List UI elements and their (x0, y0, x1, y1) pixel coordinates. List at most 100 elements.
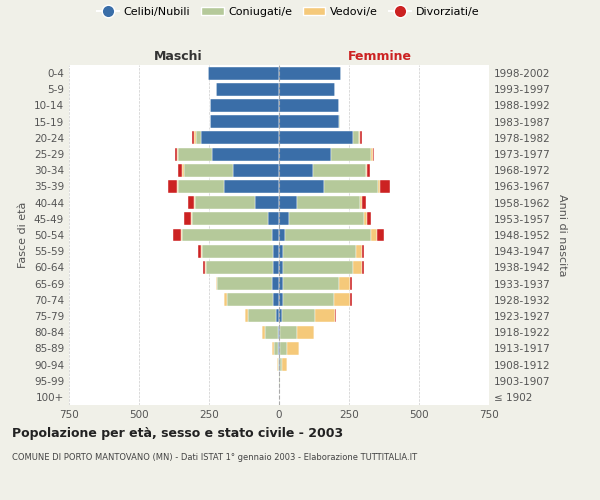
Text: Popolazione per età, sesso e stato civile - 2003: Popolazione per età, sesso e stato civil… (12, 428, 343, 440)
Y-axis label: Anni di nascita: Anni di nascita (557, 194, 567, 276)
Legend: Celibi/Nubili, Coniugati/e, Vedovi/e, Divorziati/e: Celibi/Nubili, Coniugati/e, Vedovi/e, Di… (92, 2, 484, 22)
Bar (272, 342, 274, 355)
Bar (283, 294, 334, 306)
Bar (206, 261, 274, 274)
Bar (279, 66, 341, 80)
Bar (282, 310, 316, 322)
Bar (203, 261, 205, 274)
Bar (274, 294, 279, 306)
Bar (178, 180, 224, 193)
Bar (279, 244, 283, 258)
Bar (350, 294, 352, 306)
Bar (297, 326, 314, 338)
Bar (255, 196, 279, 209)
Bar (353, 261, 362, 274)
Bar (280, 326, 297, 338)
Bar (279, 310, 282, 322)
Bar (362, 261, 364, 274)
Bar (278, 326, 279, 338)
Bar (279, 342, 280, 355)
Bar (224, 180, 279, 193)
Bar (279, 132, 353, 144)
Bar (366, 164, 367, 176)
Bar (360, 132, 362, 144)
Bar (211, 115, 279, 128)
Bar (248, 310, 276, 322)
Bar (208, 66, 279, 80)
Bar (268, 212, 279, 226)
Bar (276, 310, 279, 322)
Bar (265, 326, 278, 338)
Bar (198, 244, 200, 258)
Bar (297, 196, 360, 209)
Bar (192, 212, 268, 226)
Bar (181, 228, 182, 241)
Bar (350, 277, 352, 290)
Bar (178, 164, 182, 176)
Bar (212, 148, 279, 160)
Bar (283, 358, 287, 371)
Bar (362, 244, 364, 258)
Bar (191, 212, 192, 226)
Bar (279, 148, 331, 160)
Bar (196, 132, 200, 144)
Bar (245, 310, 248, 322)
Bar (188, 196, 194, 209)
Bar (192, 132, 194, 144)
Bar (279, 326, 280, 338)
Bar (274, 261, 279, 274)
Bar (178, 148, 212, 160)
Bar (200, 244, 202, 258)
Bar (262, 326, 265, 338)
Bar (177, 148, 178, 160)
Bar (279, 228, 284, 241)
Bar (202, 244, 274, 258)
Bar (194, 196, 195, 209)
Bar (195, 196, 255, 209)
Bar (184, 212, 191, 226)
Y-axis label: Fasce di età: Fasce di età (19, 202, 28, 268)
Bar (272, 228, 279, 241)
Text: COMUNE DI PORTO MANTOVANO (MN) - Dati ISTAT 1° gennaio 2003 - Elaborazione TUTTI: COMUNE DI PORTO MANTOVANO (MN) - Dati IS… (12, 452, 417, 462)
Bar (279, 196, 297, 209)
Bar (211, 99, 279, 112)
Bar (279, 180, 324, 193)
Bar (359, 132, 360, 144)
Bar (331, 148, 371, 160)
Bar (283, 277, 339, 290)
Bar (379, 180, 380, 193)
Bar (371, 228, 377, 241)
Bar (194, 132, 196, 144)
Bar (278, 358, 279, 371)
Bar (169, 180, 177, 193)
Bar (175, 148, 177, 160)
Bar (339, 277, 350, 290)
Bar (182, 228, 272, 241)
Bar (313, 164, 366, 176)
Text: Maschi: Maschi (154, 50, 203, 64)
Bar (289, 212, 364, 226)
Bar (280, 342, 287, 355)
Bar (367, 164, 370, 176)
Bar (356, 244, 362, 258)
Bar (200, 132, 279, 144)
Bar (217, 277, 272, 290)
Bar (380, 180, 389, 193)
Bar (316, 310, 335, 322)
Bar (279, 294, 283, 306)
Bar (233, 164, 279, 176)
Bar (283, 261, 353, 274)
Bar (216, 277, 217, 290)
Bar (272, 277, 279, 290)
Bar (227, 294, 274, 306)
Bar (324, 180, 379, 193)
Bar (334, 294, 350, 306)
Bar (279, 83, 335, 96)
Bar (280, 358, 283, 371)
Bar (362, 196, 366, 209)
Bar (279, 164, 313, 176)
Bar (353, 132, 359, 144)
Bar (373, 148, 374, 160)
Bar (274, 244, 279, 258)
Bar (279, 277, 283, 290)
